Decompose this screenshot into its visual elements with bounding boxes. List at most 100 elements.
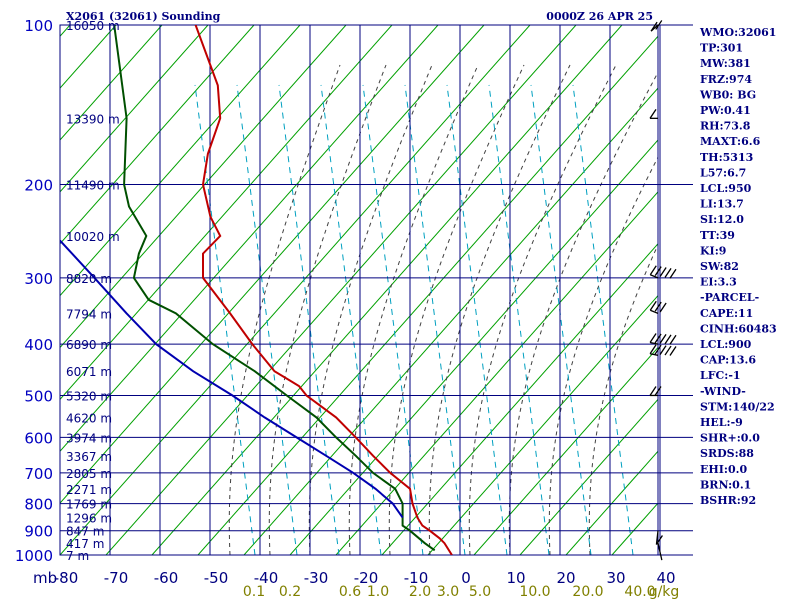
dry-adiabat [60, 25, 485, 504]
pressure-tick-label: 300 [24, 270, 53, 288]
moist-adiabat [588, 243, 658, 555]
mixing-ratio-label: 5.0 [469, 584, 491, 600]
height-label: 6071 m [66, 365, 112, 379]
sounding-time: 0000Z 26 APR 25 [546, 10, 653, 23]
temperature-tick-label: -10 [404, 569, 429, 587]
index-line: FRZ:974 [700, 73, 752, 86]
barb-flag [649, 386, 657, 396]
pressure-tick-label: 600 [24, 429, 53, 447]
mixing-ratio-label: 0.2 [279, 584, 301, 600]
grid [59, 24, 693, 556]
pressure-tick-label: 200 [24, 177, 53, 195]
moist-adiabat [428, 64, 571, 555]
wind-barb [649, 108, 658, 119]
profile-series-2 [60, 239, 404, 519]
barb-flag [669, 346, 677, 356]
mixing-ratio-label: 40.0 [624, 584, 655, 600]
temperature-tick-label: 40 [656, 569, 675, 587]
mixing-ratio-label: 3.0 [437, 584, 459, 600]
dry-adiabat [60, 25, 255, 245]
index-line: TT:39 [700, 229, 735, 242]
temperature-tick-label: 30 [606, 569, 625, 587]
dry-adiabat [750, 25, 800, 555]
height-label: 1296 m [66, 512, 112, 526]
barb-flag [669, 268, 677, 279]
dry-adiabat [565, 450, 658, 555]
wind-barbs [649, 20, 677, 561]
dry-adiabat [60, 25, 531, 555]
barb-flag [655, 535, 663, 545]
temperature-tick-label: -20 [354, 569, 379, 587]
barb-shaft [655, 530, 659, 545]
dry-adiabat [105, 25, 577, 555]
barb-flag [649, 344, 657, 355]
barb-flag [659, 267, 667, 277]
wind-barb [655, 530, 663, 545]
barb-flag [659, 334, 667, 344]
index-line: CINH:60483 [700, 322, 777, 335]
index-line: WB0: BG [699, 88, 756, 101]
barb-flag [655, 20, 663, 30]
dry-adiabat [60, 25, 163, 141]
index-line: L57:6.7 [700, 166, 746, 179]
index-line: -WIND- [700, 385, 746, 398]
profile-series-0 [194, 25, 453, 555]
dry-adiabat [289, 139, 658, 555]
background-lines [60, 25, 800, 555]
index-line: LI:13.7 [700, 198, 744, 211]
temperature-tick-label: -70 [104, 569, 129, 587]
dry-adiabat [151, 25, 623, 555]
mixing-ratio-label: 0.6 [339, 584, 361, 600]
index-line: TH:5313 [700, 151, 753, 164]
stability-indices-panel: WMO:32061 TP:301 MW:381 FRZ:974 WB0: BG PW:0.… [699, 26, 777, 507]
height-label: 417 m [66, 537, 104, 551]
barb-flag [650, 21, 658, 32]
moist-adiabat [508, 71, 658, 555]
index-line: BRN:0.1 [700, 478, 751, 491]
moist-adiabat [548, 156, 658, 555]
barb-flag [654, 386, 662, 396]
moist-adiabat [228, 64, 341, 555]
height-label: 13390 m [66, 112, 120, 126]
index-line: TP:301 [700, 42, 743, 55]
barb-shaft [649, 341, 659, 345]
index-line: SHR+:0.0 [700, 432, 760, 445]
barb-shaft [657, 543, 663, 561]
index-line: LFC:-1 [700, 369, 741, 382]
mixing-ratio-line [572, 84, 634, 555]
pressure-tick-label: 500 [24, 387, 53, 405]
barb-shaft [650, 309, 659, 314]
plot-border [59, 24, 659, 556]
wind-barb [649, 386, 662, 397]
station-title: X2061 (32061) Sounding [66, 10, 221, 23]
temperature-tick-label: -40 [254, 569, 279, 587]
barb-flag [664, 267, 672, 278]
wind-barb [657, 543, 663, 561]
moist-adiabat [268, 64, 387, 555]
mixing-ratio-label: 0.1 [243, 584, 265, 600]
temperature-tick-label: 0 [461, 569, 471, 587]
height-label: 10020 m [66, 230, 120, 244]
barb-flag [659, 345, 667, 355]
moist-adiabat [468, 64, 617, 555]
pressure-tick-label: 1000 [15, 547, 53, 565]
pressure-tick-label: 700 [24, 465, 53, 483]
height-label: 8820 m [66, 272, 112, 286]
height-label: 2271 m [66, 483, 112, 497]
pressure-tick-label: 100 [24, 17, 53, 35]
index-line: PW:0.41 [700, 104, 751, 117]
index-line: RH:73.8 [700, 120, 751, 133]
barb-flag [649, 333, 657, 343]
temperature-tick-label: -60 [154, 569, 179, 587]
barb-flag [654, 333, 662, 344]
pressure-tick-label: 800 [24, 496, 53, 514]
index-line: LCL:900 [700, 338, 752, 351]
wind-barb [649, 265, 677, 279]
dry-adiabat [197, 35, 658, 555]
barb-flag [654, 344, 662, 355]
mixing-ratio-line [362, 84, 424, 555]
barb-flag [664, 334, 672, 345]
barb-flag [649, 265, 657, 276]
mixing-ratio-line [404, 84, 466, 555]
